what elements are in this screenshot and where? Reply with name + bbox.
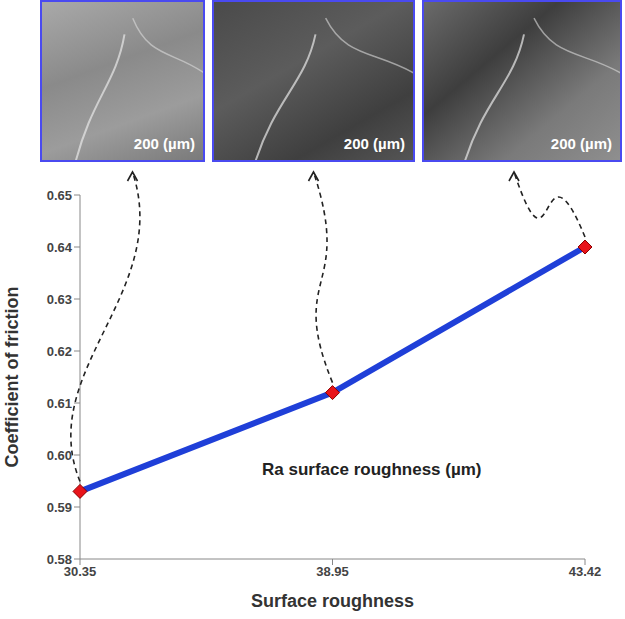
svg-text:0.59: 0.59 — [47, 500, 72, 515]
svg-text:38.95: 38.95 — [316, 564, 349, 579]
svg-text:Surface roughness: Surface roughness — [251, 591, 414, 611]
svg-text:0.58: 0.58 — [47, 552, 72, 567]
svg-text:Coefficient of friction: Coefficient of friction — [2, 287, 22, 468]
svg-text:0.65: 0.65 — [47, 188, 72, 203]
svg-text:43.42: 43.42 — [569, 564, 602, 579]
svg-text:0.62: 0.62 — [47, 344, 72, 359]
svg-text:0.61: 0.61 — [47, 396, 72, 411]
html-text:200 (µm): 200 (µm) — [343, 135, 405, 152]
svg-text:0.64: 0.64 — [47, 240, 73, 255]
html-text:200 (µm): 200 (µm) — [133, 135, 195, 152]
svg-text:0.63: 0.63 — [47, 292, 72, 307]
html-text:200 (µm): 200 (µm) — [550, 135, 612, 152]
svg-text:30.35: 30.35 — [63, 564, 97, 580]
html-text:Ra surface roughness (µm): Ra surface roughness (µm) — [262, 460, 482, 479]
svg-text:0.60: 0.60 — [47, 448, 72, 463]
